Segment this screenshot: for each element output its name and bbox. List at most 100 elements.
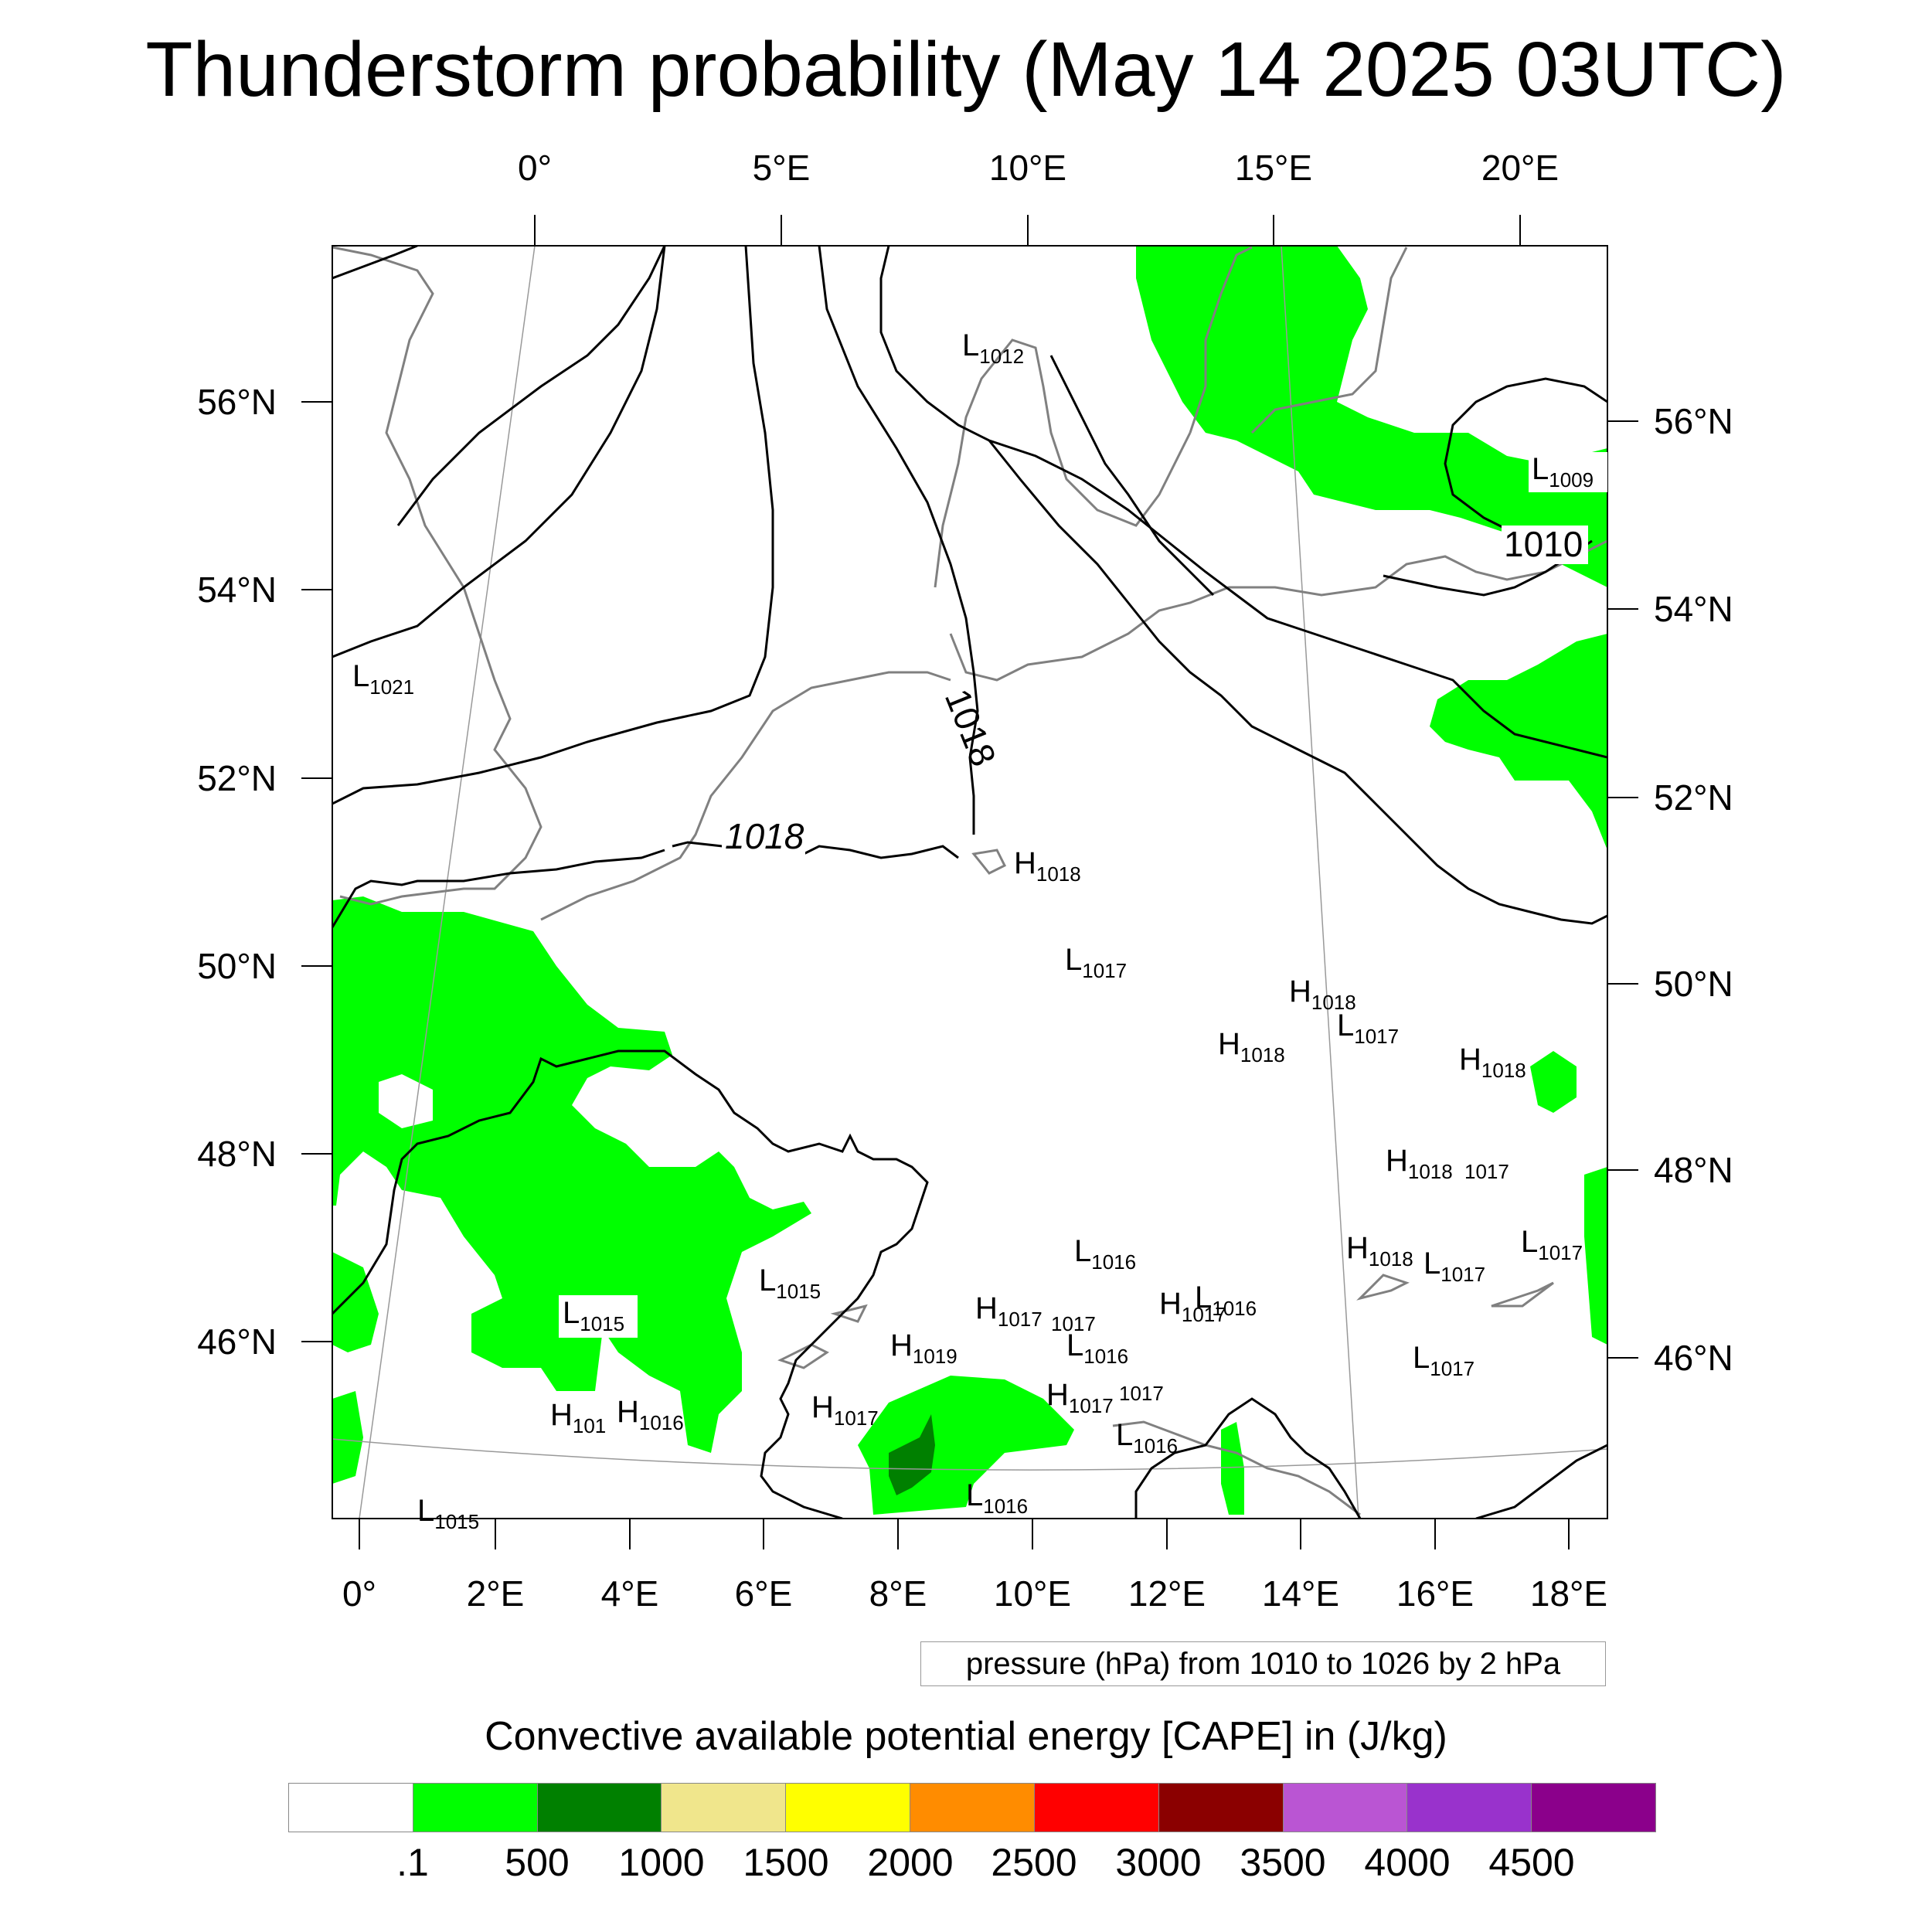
pressure-center: H101 — [550, 1398, 606, 1437]
colorbar-swatch — [1158, 1784, 1284, 1832]
left-tick-label: 48°N — [197, 1134, 277, 1174]
isobar-alps — [1134, 1397, 1362, 1519]
isobar-7 — [1049, 355, 1215, 597]
contour-info-box: pressure (hPa) from 1010 to 1026 by 2 hP… — [920, 1641, 1606, 1686]
isobar-5 — [332, 246, 979, 928]
bottom-tick-label: 4°E — [601, 1573, 659, 1614]
cape-region-east-edge — [1584, 1167, 1607, 1345]
pressure-centers: L1012 L1009 L1021 H1018 L1017 H1018 L101… — [352, 328, 1607, 1533]
colorbar — [288, 1783, 1656, 1832]
left-tick-label: 56°N — [197, 382, 277, 422]
top-tick-label: 10°E — [989, 148, 1066, 188]
colorbar-label: 4500 — [1488, 1841, 1575, 1884]
bottom-tick-label: 6°E — [735, 1573, 793, 1614]
coastline-britain — [332, 246, 543, 906]
isobar-label: 1018 — [937, 683, 1005, 771]
cape-region-poland — [1430, 634, 1607, 850]
left-tick-label: 52°N — [197, 758, 277, 798]
bottom-tick-label: 8°E — [869, 1573, 927, 1614]
isobar-6 — [879, 246, 1607, 759]
pressure-center: L1016 — [1066, 1328, 1128, 1368]
plot-frame — [332, 245, 1608, 1519]
right-tick-label: 48°N — [1654, 1150, 1733, 1190]
top-tick-label: 5°E — [753, 148, 811, 188]
colorbar-title: Convective available potential energy [C… — [485, 1714, 1447, 1759]
cape-shading — [332, 246, 1607, 1515]
right-tick-label: 52°N — [1654, 777, 1733, 818]
right-tick-label: 56°N — [1654, 401, 1733, 441]
pressure-center: L1016 — [1116, 1418, 1178, 1458]
isobar-label: 1018 — [725, 816, 804, 856]
left-axis: 56°N 54°N 52°N 50°N 48°N 46°N — [197, 382, 277, 1362]
pressure-center: L1016 — [1074, 1234, 1136, 1274]
right-tick-label: 50°N — [1654, 964, 1733, 1004]
map-title: Thunderstorm probability (May 14 2025 03… — [145, 26, 1787, 113]
cape-region-scandinavia — [1136, 246, 1607, 587]
colorbar-swatch — [786, 1784, 911, 1832]
isobar-8 — [988, 440, 1607, 925]
pressure-center: 1017 — [1464, 1160, 1509, 1183]
pressure-center: H1018 — [1014, 846, 1081, 886]
pressure-center: L1015 — [417, 1494, 479, 1533]
cape-region-west-edge — [332, 1252, 379, 1352]
pressure-center: L1015 — [563, 1296, 624, 1335]
left-tick-label: 46°N — [197, 1321, 277, 1362]
colorbar-swatch — [1034, 1784, 1159, 1832]
left-tick-label: 50°N — [197, 946, 277, 986]
right-tick-label: 46°N — [1654, 1338, 1733, 1378]
cape-region-west — [332, 896, 811, 1453]
pressure-center: 1017 — [1051, 1312, 1096, 1335]
bottom-tick-label: 14°E — [1262, 1573, 1339, 1614]
pressure-center: H1018 — [1346, 1231, 1413, 1270]
colorbar-swatch — [537, 1784, 662, 1832]
colorbar-swatch — [1532, 1784, 1655, 1832]
isobar-4 — [332, 246, 774, 805]
colorbar-swatch — [662, 1784, 787, 1832]
top-tick-label: 0° — [518, 148, 552, 188]
coastline-baltic-south — [949, 539, 1607, 682]
cape-region-baltic-east — [1530, 1051, 1577, 1113]
isobar-southeast — [1475, 1444, 1607, 1519]
pressure-center: L1021 — [352, 659, 414, 699]
pressure-center: H1017 — [1159, 1287, 1226, 1326]
pressure-center: H1016 — [617, 1395, 684, 1434]
top-axis: 0° 5°E 10°E 15°E 20°E — [518, 148, 1559, 188]
pressure-center: H1018 — [1386, 1144, 1453, 1183]
bottom-tick-label: 2°E — [467, 1573, 525, 1614]
colorbar-swatch — [1283, 1784, 1408, 1832]
pressure-center: H1018 — [1459, 1043, 1526, 1082]
coastline-lakes — [777, 849, 1554, 1369]
right-axis: 56°N 54°N 52°N 50°N 48°N 46°N — [1654, 401, 1733, 1378]
cape-region-southwest — [332, 1391, 363, 1484]
cape-region-1000-plus — [889, 1414, 935, 1495]
pressure-center: L1017 — [1065, 943, 1127, 982]
bottom-tick-label: 18°E — [1530, 1573, 1607, 1614]
colorbar-label: .1 — [396, 1841, 429, 1884]
pressure-center: L1017 — [1337, 1009, 1399, 1048]
colorbar-label: 4000 — [1364, 1841, 1451, 1884]
isobar-1 — [332, 246, 418, 280]
coastline-benelux — [540, 671, 951, 921]
colorbar-label: 1500 — [743, 1841, 829, 1884]
pressure-center: L1017 — [1413, 1341, 1475, 1380]
pressure-center: L1016 — [1195, 1281, 1257, 1320]
colorbar-label: 3000 — [1115, 1841, 1202, 1884]
colorbar-label: 3500 — [1240, 1841, 1326, 1884]
pressure-center: H1019 — [890, 1328, 957, 1368]
bottom-axis: 0° 2°E 4°E 6°E 8°E 10°E 12°E 14°E 16°E 1… — [342, 1573, 1607, 1614]
pressure-center: L1009 — [1532, 452, 1594, 492]
bottom-tick-label: 0° — [342, 1573, 376, 1614]
colorbar-label: 2500 — [991, 1841, 1077, 1884]
top-tick-label: 20°E — [1481, 148, 1559, 188]
pressure-center: L1016 — [966, 1478, 1028, 1518]
colorbar-label: 1000 — [618, 1841, 705, 1884]
right-tick-label: 54°N — [1654, 589, 1733, 629]
cape-region-balkan — [1221, 1422, 1244, 1515]
coastline-sweden — [1189, 246, 1408, 434]
pressure-center: L1017 — [1521, 1225, 1583, 1264]
coastline-denmark — [934, 338, 1192, 588]
coastlines — [332, 246, 1607, 1516]
colorbar-swatch — [289, 1784, 413, 1832]
pressure-center: L1012 — [962, 328, 1024, 368]
pressure-center: H1017 — [975, 1291, 1043, 1331]
